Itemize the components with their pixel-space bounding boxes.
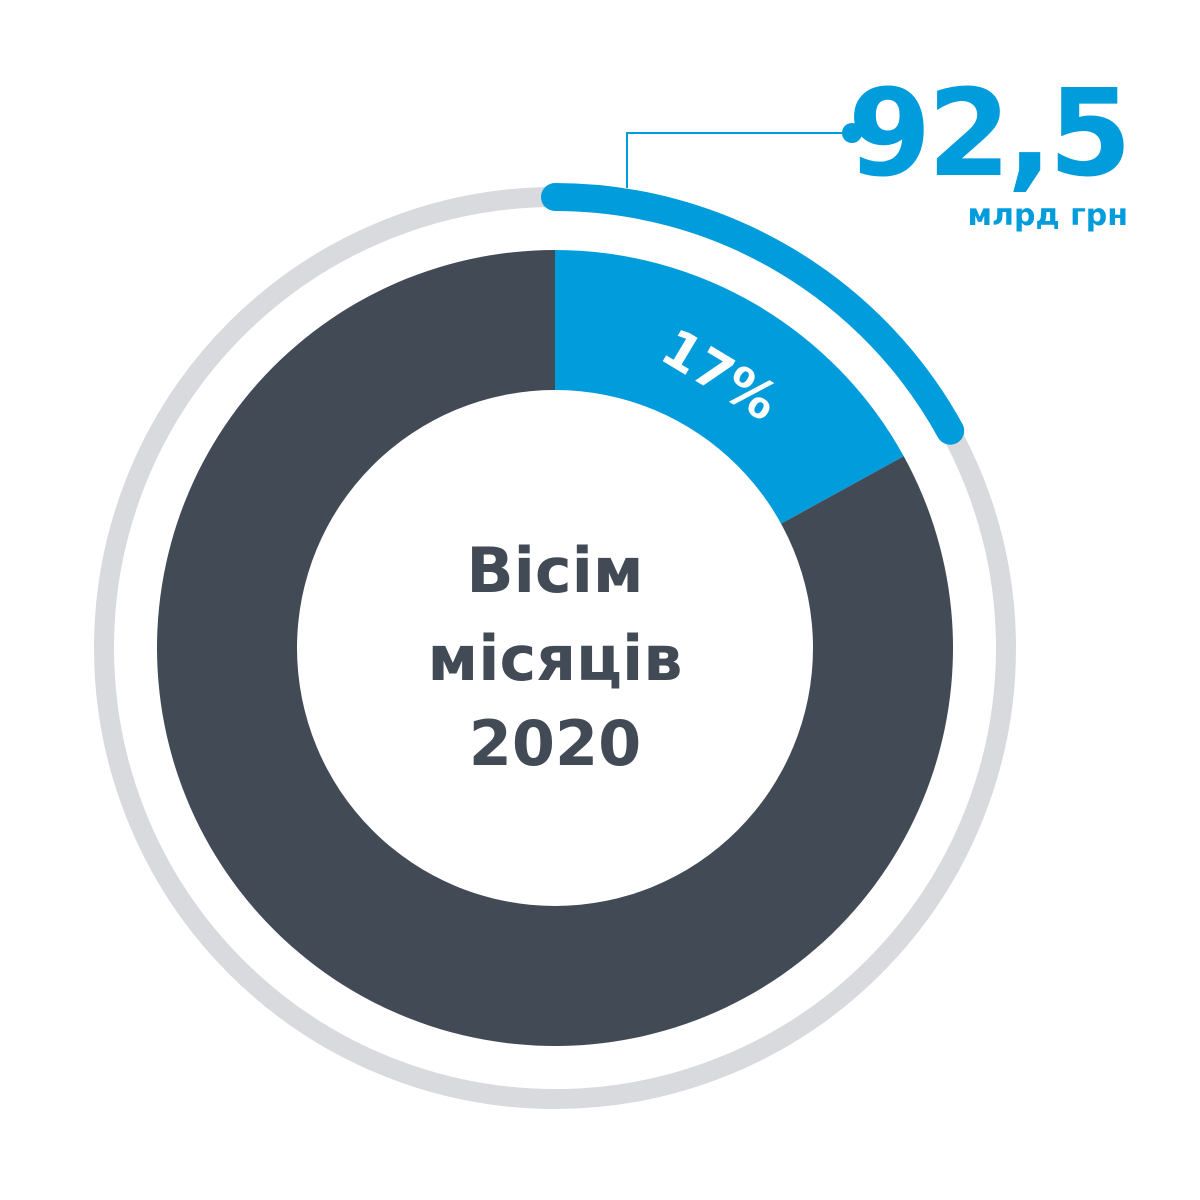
center-label-line3: 2020 <box>469 707 642 780</box>
center-label-line1: Вісім <box>466 534 643 607</box>
callout-leader-line <box>626 132 850 188</box>
center-label-line2: місяців <box>428 622 683 695</box>
donut-hole <box>297 390 813 906</box>
callout-unit: млрд грн <box>967 198 1128 233</box>
outer-ring-progress <box>541 183 965 445</box>
callout-value: 92,5 <box>848 65 1128 204</box>
callout-dot <box>842 123 862 143</box>
